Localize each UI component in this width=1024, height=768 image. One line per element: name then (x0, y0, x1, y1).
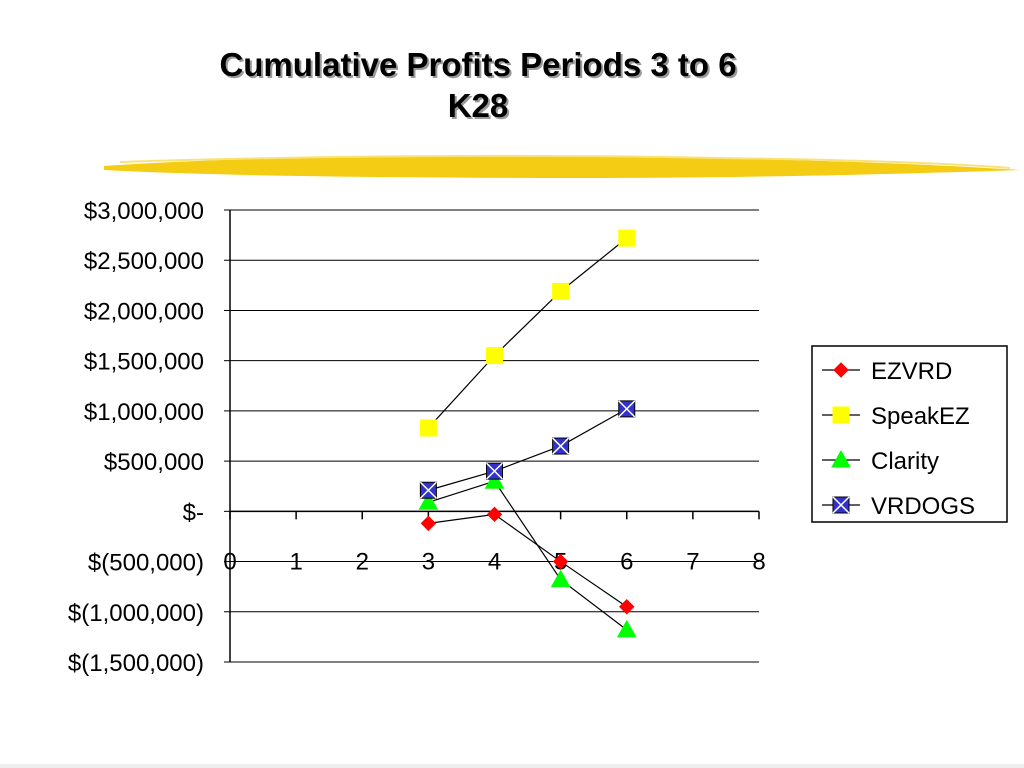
series (418, 229, 637, 638)
legend-marker-ezvrd (833, 362, 849, 378)
series-line-clarity (428, 480, 628, 631)
y-tick-label: $3,000,000 (84, 198, 204, 225)
data-point-speakez (618, 229, 636, 247)
x-tick-labels: 012345678 (223, 548, 765, 575)
y-tick-label: $2,500,000 (84, 248, 204, 275)
gridlines (230, 209, 759, 663)
legend-box (811, 345, 1008, 523)
legend-label-speakez: SpeakEZ (871, 403, 970, 430)
x-tick-label: 6 (620, 548, 633, 575)
x-tick-label: 0 (223, 548, 236, 575)
y-tick-label: $1,000,000 (84, 399, 204, 426)
y-tick-label: $2,000,000 (84, 298, 204, 325)
y-tick-label: $(1,000,000) (68, 600, 204, 627)
x-tick-label: 3 (422, 548, 435, 575)
data-point-clarity (616, 619, 637, 638)
y-tick-label: $1,500,000 (84, 349, 204, 376)
highlighter-stroke (104, 154, 1020, 178)
legend-label-clarity: Clarity (871, 448, 939, 475)
legend-label-vrdogs: VRDOGS (871, 493, 975, 520)
data-point-vrdogs (485, 462, 504, 480)
data-point-clarity (484, 471, 505, 489)
series-line-vrdogs (428, 408, 628, 491)
x-tick-label: 4 (488, 548, 501, 575)
legend: EZVRD SpeakEZ Clarity VRDOGS (811, 345, 1008, 523)
x-tick-label: 2 (356, 548, 369, 575)
slide-title-line-1: Cumulative Profits Periods 3 to 6 (219, 46, 737, 83)
data-point-vrdogs (618, 400, 636, 418)
series-line-speakez (427, 237, 628, 429)
series-line-ezvrd (428, 513, 628, 608)
y-tick-label: $(1,500,000) (68, 650, 204, 677)
y-tick-label: $500,000 (104, 449, 204, 476)
slide-title: Cumulative Profits Periods 3 to 6 K28 (0, 44, 956, 126)
data-point-vrdogs (552, 437, 570, 455)
bottom-rule (0, 764, 1024, 768)
data-point-clarity (550, 569, 571, 588)
x-tick-label: 8 (752, 548, 765, 575)
legend-marker-vrdogs (832, 496, 850, 514)
axes (224, 209, 760, 663)
data-point-vrdogs (419, 481, 437, 499)
data-point-ezvrd (619, 599, 635, 615)
x-tick-label: 7 (686, 548, 699, 575)
data-point-ezvrd (486, 506, 503, 523)
data-point-ezvrd (552, 553, 569, 570)
y-tick-labels: $3,000,000 $2,500,000 $2,000,000 $1,500,000… (68, 198, 204, 677)
data-point-speakez (419, 419, 437, 437)
data-point-speakez (552, 282, 570, 300)
slide-title-line-2: K28 (447, 87, 509, 124)
data-point-ezvrd (420, 515, 437, 532)
legend-marker-clarity (831, 449, 851, 468)
data-point-clarity (418, 492, 439, 510)
y-tick-label: $- (183, 499, 204, 526)
data-point-speakez (486, 347, 503, 365)
legend-label-ezvrd: EZVRD (871, 358, 952, 385)
legend-marker-speakez (832, 406, 850, 424)
y-tick-label: $(500,000) (88, 550, 204, 577)
x-tick-label: 1 (289, 548, 302, 575)
